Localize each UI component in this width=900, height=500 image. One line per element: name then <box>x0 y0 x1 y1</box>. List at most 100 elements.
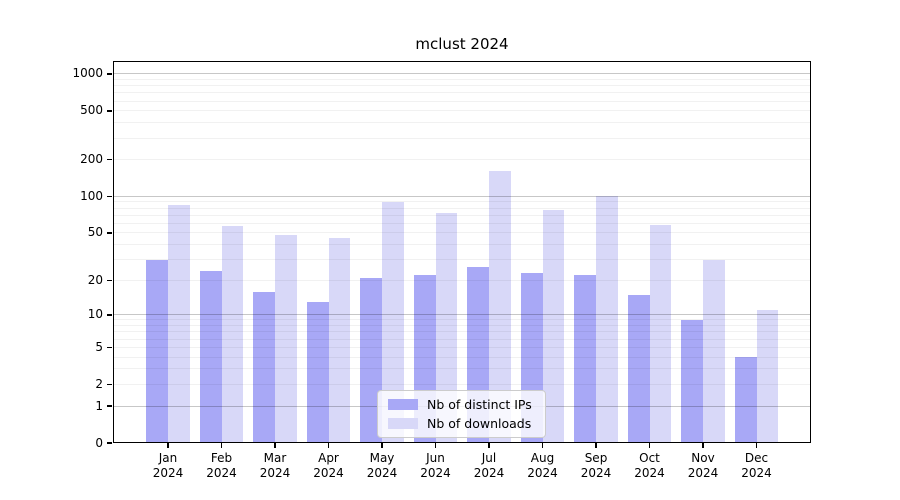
bar-downloads <box>542 209 565 443</box>
gridline-minor <box>113 159 811 161</box>
x-tick-month: Nov <box>691 451 715 465</box>
x-tick-year: 2024 <box>634 466 665 480</box>
x-tick-year: 2024 <box>206 466 237 480</box>
x-axis-tick <box>167 443 169 448</box>
x-axis-tick <box>220 443 223 448</box>
gridline-minor <box>113 122 811 124</box>
y-axis-tick <box>107 232 112 234</box>
gridline-minor <box>113 259 811 260</box>
x-axis-tick <box>434 443 437 448</box>
bar-downloads <box>275 235 297 443</box>
x-axis-tick-label: Aug 2024 <box>508 451 578 481</box>
bar-distinct-ips <box>360 277 382 443</box>
gridline-major <box>113 195 811 197</box>
gridline-minor <box>113 85 811 87</box>
gridline-minor <box>113 346 811 348</box>
y-axis-tick-label: 2 <box>95 376 103 391</box>
gridline-minor <box>113 232 811 234</box>
x-tick-year: 2024 <box>152 466 184 480</box>
x-tick-month: Apr <box>318 451 339 465</box>
y-axis-tick-label: 100 <box>80 188 103 203</box>
x-axis-tick <box>327 443 330 448</box>
x-tick-month: Dec <box>744 451 769 465</box>
gridline-minor <box>113 331 811 333</box>
x-tick-month: Feb <box>210 451 233 465</box>
legend: Nb of distinct IPs Nb of downloads <box>377 390 546 438</box>
y-axis-tick-label: 1 <box>95 398 103 413</box>
gridline-minor <box>113 338 811 340</box>
x-axis-tick <box>702 443 704 448</box>
bar-distinct-ips <box>734 357 757 443</box>
x-axis-tick-label: Jun 2024 <box>401 451 471 481</box>
y-axis-tick-label: 50 <box>87 225 103 240</box>
bar-distinct-ips <box>574 275 596 443</box>
x-axis-tick-label: Jan 2024 <box>133 451 203 481</box>
x-axis-tick-label: Mar 2024 <box>240 451 310 481</box>
bar-downloads <box>168 204 190 443</box>
y-axis-tick <box>107 195 112 198</box>
gridline-minor <box>113 201 811 203</box>
x-axis-tick <box>648 443 651 448</box>
gridline-minor <box>113 214 811 216</box>
y-axis-tick <box>107 442 112 444</box>
x-tick-month: Jun <box>426 451 445 465</box>
y-axis-tick-label: 10 <box>87 307 103 322</box>
legend-entry-distinct-ips: Nb of distinct IPs <box>388 397 532 412</box>
x-tick-year: 2024 <box>580 466 612 480</box>
gridline-minor <box>113 137 811 139</box>
gridline-major <box>113 314 811 316</box>
x-axis-tick-label: May 2024 <box>347 451 417 481</box>
gridline-minor <box>113 383 811 385</box>
bar-downloads <box>756 310 779 443</box>
legend-swatch-downloads <box>388 418 418 429</box>
bar-downloads <box>435 213 458 443</box>
y-axis-tick <box>107 383 112 385</box>
bar-downloads <box>703 259 725 443</box>
x-tick-year: 2024 <box>687 466 719 480</box>
y-axis-tick-label: 20 <box>87 272 103 287</box>
x-tick-month: Jan <box>158 451 178 465</box>
gridline-minor <box>113 110 811 112</box>
x-tick-year: 2024 <box>741 466 772 480</box>
x-axis-tick-label: Sep 2024 <box>561 451 631 481</box>
x-tick-year: 2024 <box>313 466 344 480</box>
x-axis-tick-label: Dec 2024 <box>722 451 792 481</box>
y-axis-tick-label: 500 <box>80 103 103 118</box>
y-axis-tick <box>107 346 112 348</box>
x-tick-month: May <box>369 451 395 465</box>
gridline-minor <box>113 207 811 209</box>
gridline-minor <box>113 356 811 358</box>
x-axis-tick <box>755 443 758 448</box>
x-axis-tick-label: Feb 2024 <box>187 451 257 481</box>
bar-distinct-ips <box>199 271 222 443</box>
gridline-minor <box>113 325 811 327</box>
x-tick-year: 2024 <box>366 466 398 480</box>
x-axis-tick <box>541 443 544 448</box>
bar-distinct-ips <box>681 319 703 443</box>
bar-distinct-ips <box>306 302 329 443</box>
bar-distinct-ips <box>253 291 275 443</box>
y-axis-tick <box>107 279 112 281</box>
x-axis-tick-label: Apr 2024 <box>294 451 364 481</box>
gridline-minor <box>113 319 811 321</box>
legend-entry-downloads: Nb of downloads <box>388 416 532 431</box>
y-axis-tick <box>107 110 112 112</box>
y-axis-tick <box>107 158 112 161</box>
x-axis-tick <box>274 443 276 448</box>
x-tick-month: Sep <box>584 451 608 465</box>
x-axis-tick <box>381 443 383 448</box>
gridline-minor <box>113 279 811 281</box>
gridline-minor <box>113 244 811 245</box>
x-tick-year: 2024 <box>259 466 291 480</box>
gridline-minor <box>113 222 811 224</box>
bar-distinct-ips <box>146 259 168 443</box>
y-axis-tick-label: 1000 <box>72 66 103 81</box>
bar-downloads <box>382 201 404 443</box>
y-axis-tick <box>107 405 112 407</box>
x-axis-tick-label: Jul 2024 <box>454 451 524 481</box>
gridline-minor <box>113 100 811 102</box>
legend-swatch-distinct-ips <box>388 399 418 410</box>
y-axis-tick <box>107 73 112 75</box>
gridline-major <box>113 73 811 75</box>
